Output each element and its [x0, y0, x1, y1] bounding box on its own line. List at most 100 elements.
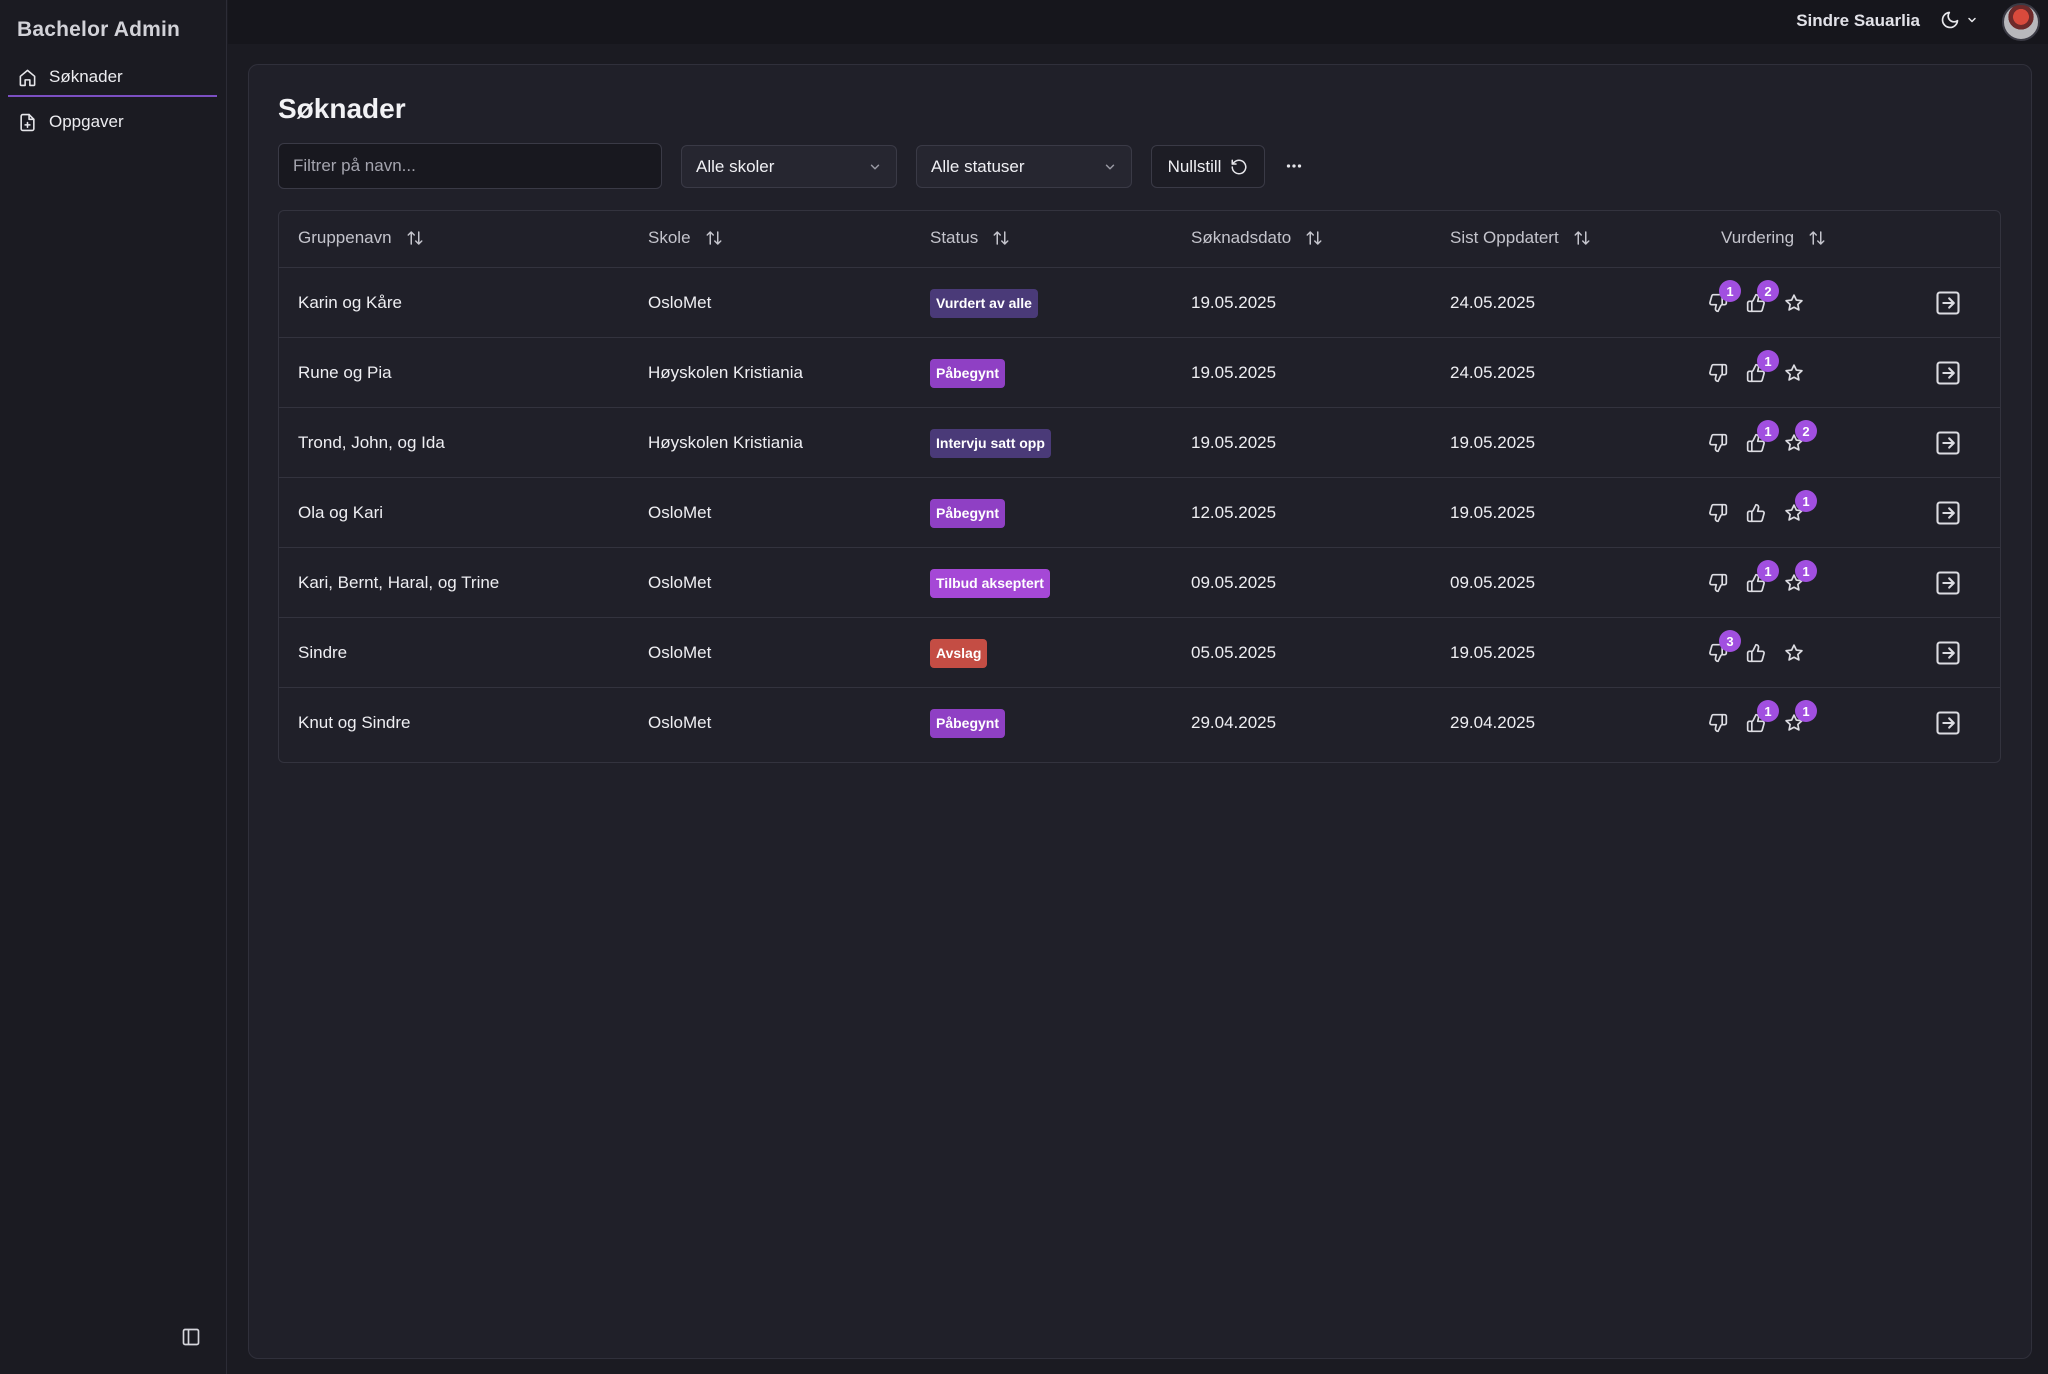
header-status[interactable]: Status: [930, 228, 1010, 248]
status-cell: Intervju satt opp: [930, 408, 1051, 478]
search-input[interactable]: [278, 143, 662, 189]
thumbs-up-icon: [1746, 503, 1765, 523]
sidebar-toggle-icon[interactable]: [181, 1327, 201, 1347]
table-row[interactable]: Sindre OsloMet Avslag 05.05.2025 19.05.2…: [279, 618, 2000, 688]
thumbs-up-button[interactable]: 1: [1737, 408, 1779, 478]
applied-date: 05.05.2025: [1191, 643, 1277, 662]
status-badge: Avslag: [930, 638, 988, 668]
more-options-icon[interactable]: [1281, 155, 1307, 177]
theme-toggle-button[interactable]: [1940, 10, 1978, 30]
open-application-icon[interactable]: [1934, 569, 1962, 597]
open-application-icon[interactable]: [1934, 499, 1962, 527]
thumbs-down-button[interactable]: [1699, 338, 1737, 408]
open-application-icon[interactable]: [1934, 709, 1962, 737]
open-application-icon[interactable]: [1934, 289, 1962, 317]
star-button[interactable]: 2: [1775, 408, 1817, 478]
rating-cell: 1 1: [1699, 688, 1817, 758]
sidebar-item-oppgaver[interactable]: Oppgaver: [8, 103, 217, 141]
applied-date: 19.05.2025: [1191, 293, 1277, 312]
open-cell: [1934, 338, 1962, 408]
thumbs-down-button[interactable]: [1699, 478, 1737, 548]
filter-toolbar: Alle skoler Alle statuser Nullstill: [278, 143, 1378, 189]
thumbs-down-button[interactable]: [1699, 408, 1737, 478]
open-application-icon[interactable]: [1934, 429, 1962, 457]
main-card: Søknader Alle skoler Alle statuser Nulls…: [248, 64, 2032, 1359]
school-select[interactable]: Alle skoler: [681, 145, 897, 188]
sidebar-item-label: Oppgaver: [49, 112, 124, 131]
thumbs-up-button[interactable]: [1737, 478, 1775, 548]
open-cell: [1934, 408, 1962, 478]
updated-date: 19.05.2025: [1450, 643, 1536, 662]
open-application-icon[interactable]: [1934, 639, 1962, 667]
table-row[interactable]: Knut og Sindre OsloMet Påbegynt 29.04.20…: [279, 688, 2000, 758]
thumbs-up-button[interactable]: 1: [1737, 548, 1779, 618]
thumbs-down-icon: [1709, 433, 1728, 453]
group-name: Ola og Kari: [298, 503, 384, 522]
thumbs-up-button[interactable]: [1737, 618, 1775, 688]
thumbs-down-button[interactable]: [1699, 548, 1737, 618]
updated-date: 09.05.2025: [1450, 573, 1536, 592]
open-application-icon[interactable]: [1934, 359, 1962, 387]
topbar: Sindre Sauarlia: [228, 0, 2048, 44]
applied-date: 29.04.2025: [1191, 713, 1277, 732]
thumbs-down-button[interactable]: 1: [1699, 268, 1741, 338]
header-school[interactable]: Skole: [648, 228, 723, 248]
updated-date: 24.05.2025: [1450, 363, 1536, 382]
thumbs-down-button[interactable]: 3: [1699, 618, 1741, 688]
thumbs-up-icon: [1746, 363, 1765, 383]
open-cell: [1934, 618, 1962, 688]
thumbs-up-count: 1: [1757, 700, 1779, 722]
rating-cell: 1 1: [1699, 548, 1817, 618]
table-row[interactable]: Ola og Kari OsloMet Påbegynt 12.05.2025 …: [279, 478, 2000, 548]
sidebar-item-label: Søknader: [49, 67, 123, 86]
app-title: Bachelor Admin: [17, 18, 181, 41]
star-button[interactable]: [1775, 268, 1813, 338]
header-updated[interactable]: Sist Oppdatert: [1450, 228, 1591, 248]
header-name[interactable]: Gruppenavn: [298, 228, 424, 248]
rating-cell: 1 2: [1699, 408, 1817, 478]
header-rating[interactable]: Vurdering: [1721, 228, 1826, 248]
header-label: Sist Oppdatert: [1450, 228, 1559, 247]
star-button[interactable]: 1: [1775, 548, 1817, 618]
school-name: Høyskolen Kristiania: [648, 433, 803, 452]
thumbs-down-button[interactable]: [1699, 688, 1737, 758]
updated-date: 29.04.2025: [1450, 713, 1536, 732]
header-label: Søknadsdato: [1191, 228, 1292, 247]
header-label: Gruppenavn: [298, 228, 392, 247]
table-row[interactable]: Trond, John, og Ida Høyskolen Kristiania…: [279, 408, 2000, 478]
sort-icon: [706, 231, 722, 245]
thumbs-down-count: 3: [1719, 630, 1741, 652]
avatar[interactable]: [2002, 3, 2040, 41]
sidebar-item-soknader[interactable]: Søknader: [8, 59, 217, 97]
star-button[interactable]: [1775, 338, 1813, 408]
star-button[interactable]: 1: [1775, 688, 1817, 758]
header-applied[interactable]: Søknadsdato: [1191, 228, 1323, 248]
star-icon: [1785, 644, 1803, 661]
school-name: OsloMet: [648, 713, 712, 732]
updated-date: 19.05.2025: [1450, 503, 1536, 522]
thumbs-up-count: 1: [1757, 560, 1779, 582]
school-select-value: Alle skoler: [696, 156, 775, 176]
thumbs-up-button[interactable]: 2: [1737, 268, 1779, 338]
rating-cell: 1 2: [1699, 268, 1813, 338]
sort-icon: [1306, 231, 1322, 245]
group-name: Rune og Pia: [298, 363, 392, 382]
table-row[interactable]: Rune og Pia Høyskolen Kristiania Påbegyn…: [279, 338, 2000, 408]
reset-button[interactable]: Nullstill: [1151, 145, 1265, 188]
star-count: 1: [1795, 560, 1817, 582]
thumbs-down-icon: [1709, 363, 1728, 383]
thumbs-down-icon: [1709, 503, 1728, 523]
chevron-down-icon: [1105, 164, 1115, 169]
status-select[interactable]: Alle statuser: [916, 145, 1132, 188]
reset-label: Nullstill: [1167, 156, 1222, 176]
star-button[interactable]: [1775, 618, 1813, 688]
table-row[interactable]: Karin og Kåre OsloMet Vurdert av alle 19…: [279, 268, 2000, 338]
thumbs-up-button[interactable]: 1: [1737, 338, 1779, 408]
thumbs-up-button[interactable]: 1: [1737, 688, 1779, 758]
status-cell: Avslag: [930, 618, 988, 688]
star-button[interactable]: 1: [1775, 478, 1817, 548]
status-badge: Påbegynt: [930, 498, 1006, 528]
table-row[interactable]: Kari, Bernt, Haral, og Trine OsloMet Til…: [279, 548, 2000, 618]
thumbs-down-icon: [1709, 713, 1728, 733]
group-name: Kari, Bernt, Haral, og Trine: [298, 573, 500, 592]
